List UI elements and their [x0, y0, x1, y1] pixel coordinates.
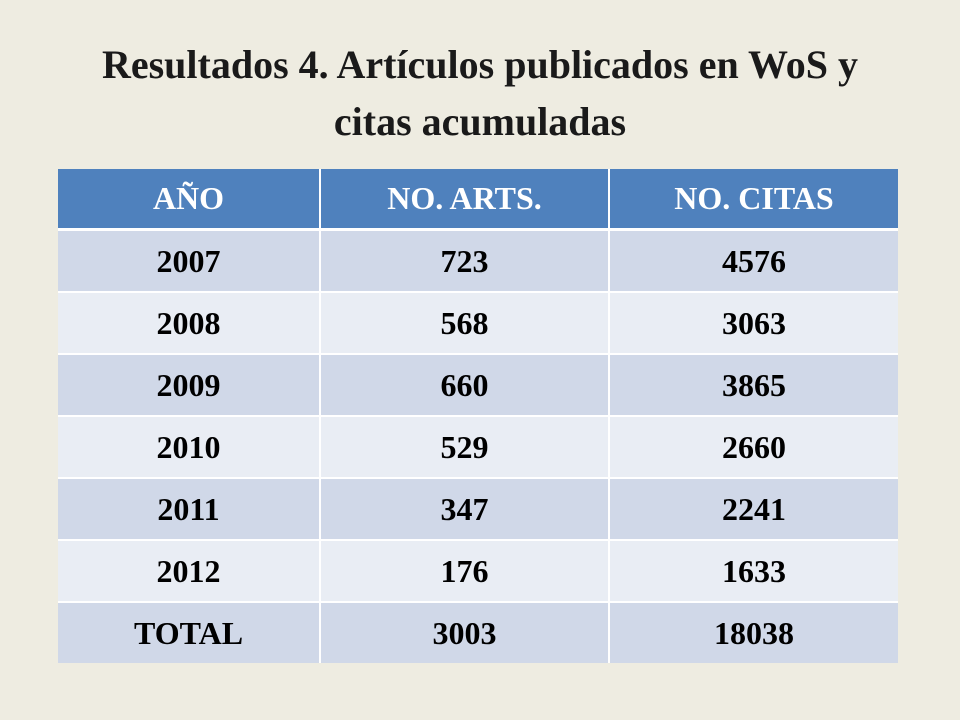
- table-total-row: TOTAL 3003 18038: [58, 602, 898, 663]
- table-row: 2008 568 3063: [58, 292, 898, 355]
- publications-table: AÑO NO. ARTS. NO. CITAS 2007 723 4576 20…: [58, 169, 898, 663]
- slide-title: Resultados 4. Artículos publicados en Wo…: [101, 42, 859, 144]
- year-cell: 2008: [58, 292, 321, 355]
- total-label-cell: TOTAL: [58, 602, 321, 663]
- table-header-row: AÑO NO. ARTS. NO. CITAS: [58, 169, 898, 231]
- citations-cell: 2660: [609, 416, 898, 479]
- total-articles-cell: 3003: [320, 602, 610, 663]
- year-cell: 2009: [58, 354, 321, 417]
- articles-cell: 568: [320, 292, 610, 355]
- table-row: 2010 529 2660: [58, 416, 898, 479]
- column-header-year: AÑO: [58, 169, 321, 231]
- citations-cell: 3865: [609, 354, 898, 417]
- citations-cell: 3063: [609, 292, 898, 355]
- citations-cell: 4576: [609, 229, 898, 293]
- year-cell: 2012: [58, 540, 321, 603]
- articles-cell: 347: [320, 478, 610, 541]
- table-row: 2007 723 4576: [58, 229, 898, 293]
- table-row: 2009 660 3865: [58, 354, 898, 417]
- table-row: 2012 176 1633: [58, 540, 898, 603]
- citations-cell: 2241: [609, 478, 898, 541]
- articles-cell: 660: [320, 354, 610, 417]
- articles-cell: 723: [320, 229, 610, 293]
- column-header-citations: NO. CITAS: [609, 169, 898, 231]
- citations-cell: 1633: [609, 540, 898, 603]
- column-header-articles: NO. ARTS.: [320, 169, 610, 231]
- articles-cell: 176: [320, 540, 610, 603]
- year-cell: 2007: [58, 229, 321, 293]
- total-citations-cell: 18038: [609, 602, 898, 663]
- table-row: 2011 347 2241: [58, 478, 898, 541]
- year-cell: 2011: [58, 478, 321, 541]
- articles-cell: 529: [320, 416, 610, 479]
- year-cell: 2010: [58, 416, 321, 479]
